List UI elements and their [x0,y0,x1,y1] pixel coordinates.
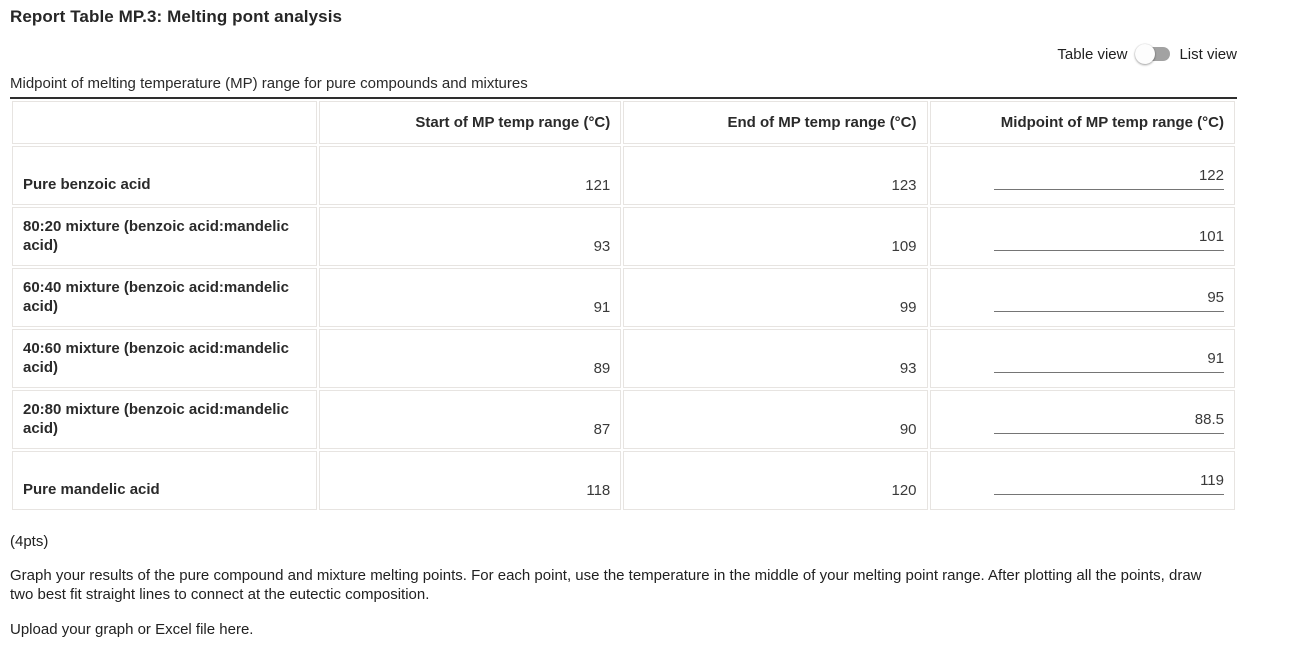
start-value: 89 [319,329,622,388]
table-row: Pure mandelic acid 118 120 119 [12,451,1235,510]
midpoint-field[interactable]: 122 [994,167,1224,190]
midpoint-field[interactable]: 101 [994,228,1224,251]
end-value: 99 [623,268,928,327]
midpoint-field[interactable]: 95 [994,289,1224,312]
table-view-label: Table view [1057,45,1128,63]
view-toggle-switch[interactable] [1135,44,1171,64]
end-value: 120 [623,451,928,510]
table-row: 80:20 mixture (benzoic acid:mandelic aci… [12,207,1235,266]
column-header-end: End of MP temp range (°C) [623,101,928,144]
midpoint-value: 95 [1207,289,1224,306]
start-value: 93 [319,207,622,266]
list-view-label: List view [1179,45,1237,63]
start-value: 91 [319,268,622,327]
view-toggle-row: Table view List view [10,44,1237,64]
table-row: Pure benzoic acid 121 123 122 [12,146,1235,205]
end-value: 123 [623,146,928,205]
midpoint-value: 91 [1207,350,1224,367]
midpoint-cell: 101 [929,207,1235,266]
row-label: Pure mandelic acid [12,451,318,510]
midpoint-cell: 91 [929,329,1235,388]
column-header-midpoint: Midpoint of MP temp range (°C) [929,101,1235,144]
midpoint-value: 122 [1198,167,1224,184]
midpoint-cell: 88.5 [929,390,1235,449]
instructions-text: Graph your results of the pure compound … [10,567,1202,603]
page-title: Report Table MP.3: Melting pont analysis [10,7,343,26]
row-label: 80:20 mixture (benzoic acid:mandelic aci… [12,207,318,266]
melting-point-table: Start of MP temp range (°C) End of MP te… [10,97,1237,512]
midpoint-value: 88.5 [1194,411,1224,428]
midpoint-cell: 95 [929,268,1235,327]
end-value: 109 [623,207,928,266]
table-row: 20:80 mixture (benzoic acid:mandelic aci… [12,390,1235,449]
upload-prompt: Upload your graph or Excel file here. [10,621,254,638]
midpoint-field[interactable]: 91 [994,350,1224,373]
row-label: 60:40 mixture (benzoic acid:mandelic aci… [12,268,318,327]
row-label: 20:80 mixture (benzoic acid:mandelic aci… [12,390,318,449]
column-header-start: Start of MP temp range (°C) [319,101,622,144]
start-value: 118 [319,451,622,510]
corner-header-cell [12,101,318,144]
midpoint-value: 119 [1200,472,1224,489]
midpoint-cell: 122 [929,146,1235,205]
row-label: Pure benzoic acid [12,146,318,205]
start-value: 121 [319,146,622,205]
midpoint-cell: 119 [929,451,1235,510]
midpoint-value: 101 [1198,228,1224,245]
table-caption: Midpoint of melting temperature (MP) ran… [10,75,528,92]
end-value: 90 [623,390,928,449]
table-row: 60:40 mixture (benzoic acid:mandelic aci… [12,268,1235,327]
end-value: 93 [623,329,928,388]
midpoint-field[interactable]: 119 [994,472,1224,495]
start-value: 87 [319,390,622,449]
row-label: 40:60 mixture (benzoic acid:mandelic aci… [12,329,318,388]
midpoint-field[interactable]: 88.5 [994,411,1224,434]
points-note: (4pts) [10,533,49,550]
toggle-knob-icon [1135,44,1156,64]
header-row: Start of MP temp range (°C) End of MP te… [12,101,1235,144]
table-row: 40:60 mixture (benzoic acid:mandelic aci… [12,329,1235,388]
